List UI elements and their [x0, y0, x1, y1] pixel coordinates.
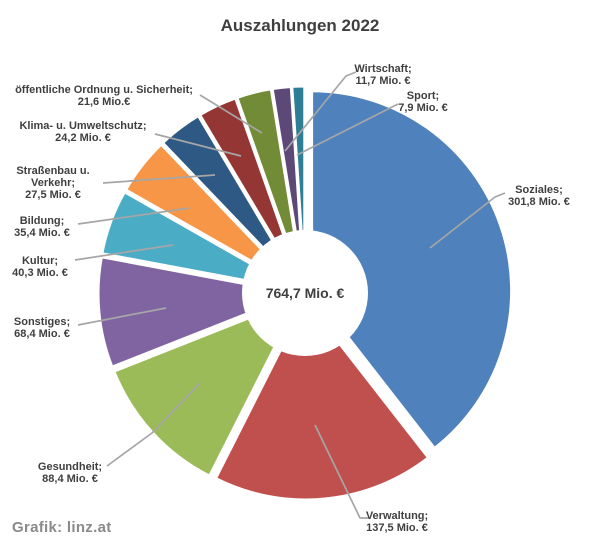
slice-name: Verwaltung;	[365, 510, 429, 522]
chart-title: Auszahlungen 2022	[220, 16, 380, 35]
leader-line-kultur	[74, 244, 174, 261]
leader-line-oeffentliche-ordnung-sicherheit	[199, 94, 263, 134]
leader-line-gesundheit	[106, 382, 201, 467]
slice-name: Gesundheit;	[37, 461, 103, 473]
slice-value: 88,4 Mio. €	[42, 473, 98, 485]
slice-label-strassenbau-verkehr: Straßenbau u. Verkehr; 27,5 Mio. €	[8, 165, 98, 201]
slice-value: 301,8 Mio. €	[508, 196, 570, 208]
slice-name: Klima- u. Umweltschutz;	[19, 120, 147, 132]
slice-value: 137,5 Mio. €	[366, 522, 428, 534]
slice-name: Straßenbau u. Verkehr;	[16, 165, 90, 189]
pie-slice-soziales	[310, 89, 514, 450]
slice-label-gesundheit: Gesundheit; 88,4 Mio. €	[38, 461, 102, 485]
slice-label-verwaltung: Verwaltung; 137,5 Mio. €	[366, 510, 428, 534]
donut-hole	[242, 230, 368, 356]
leader-line-strassenbau-verkehr	[102, 174, 216, 184]
slice-value: 35,4 Mio. €	[14, 227, 70, 239]
leader-line-soziales	[429, 192, 506, 249]
slice-name: Wirtschaft;	[354, 63, 412, 75]
slice-name: Soziales;	[515, 184, 563, 196]
slice-name: Sport;	[406, 90, 440, 102]
pie-slice-verwaltung	[213, 298, 431, 502]
slice-label-kultur: Kultur; 40,3 Mio. €	[12, 255, 68, 279]
slice-name: öffentliche Ordnung u. Sicherheit;	[15, 84, 193, 96]
credit-text: Grafik: linz.at	[12, 519, 112, 536]
leader-line-sport	[296, 103, 399, 156]
slice-name: Bildung;	[19, 215, 65, 227]
slice-label-klima-umweltschutz: Klima- u. Umweltschutz; 24,2 Mio. €	[19, 120, 146, 144]
slice-label-sonstiges: Sonstiges; 68,4 Mio. €	[14, 316, 70, 340]
slice-value: 24,2 Mio. €	[55, 132, 111, 144]
leader-line-wirtschaft	[284, 71, 357, 152]
slice-name: Kultur;	[21, 255, 59, 267]
slice-value: 21,6 Mio.€	[77, 96, 131, 108]
slice-name: Sonstiges;	[13, 316, 71, 328]
slice-value: 68,4 Mio. €	[14, 328, 70, 340]
leader-line-bildung	[77, 207, 191, 225]
slice-label-wirtschaft: Wirtschaft; 11,7 Mio. €	[354, 63, 411, 87]
slice-label-oeffentliche-ordnung-sicherheit: öffentliche Ordnung u. Sicherheit; 21,6 …	[15, 84, 193, 108]
slice-value: 11,7 Mio. €	[355, 75, 411, 87]
slice-value: 40,3 Mio. €	[12, 267, 68, 279]
slice-value: 27,5 Mio. €	[25, 189, 81, 201]
slice-label-bildung: Bildung; 35,4 Mio. €	[14, 215, 70, 239]
leader-line-verwaltung	[314, 424, 370, 519]
leader-line-sonstiges	[77, 307, 167, 326]
pie-slice-bildung	[124, 142, 301, 291]
slice-value: 7,9 Mio. €	[398, 102, 448, 114]
slice-label-soziales: Soziales; 301,8 Mio. €	[508, 184, 570, 208]
slice-label-sport: Sport; 7,9 Mio. €	[398, 90, 448, 114]
leader-line-klima-umweltschutz	[154, 133, 242, 157]
donut-center-total: 764,7 Mio. €	[265, 285, 345, 301]
